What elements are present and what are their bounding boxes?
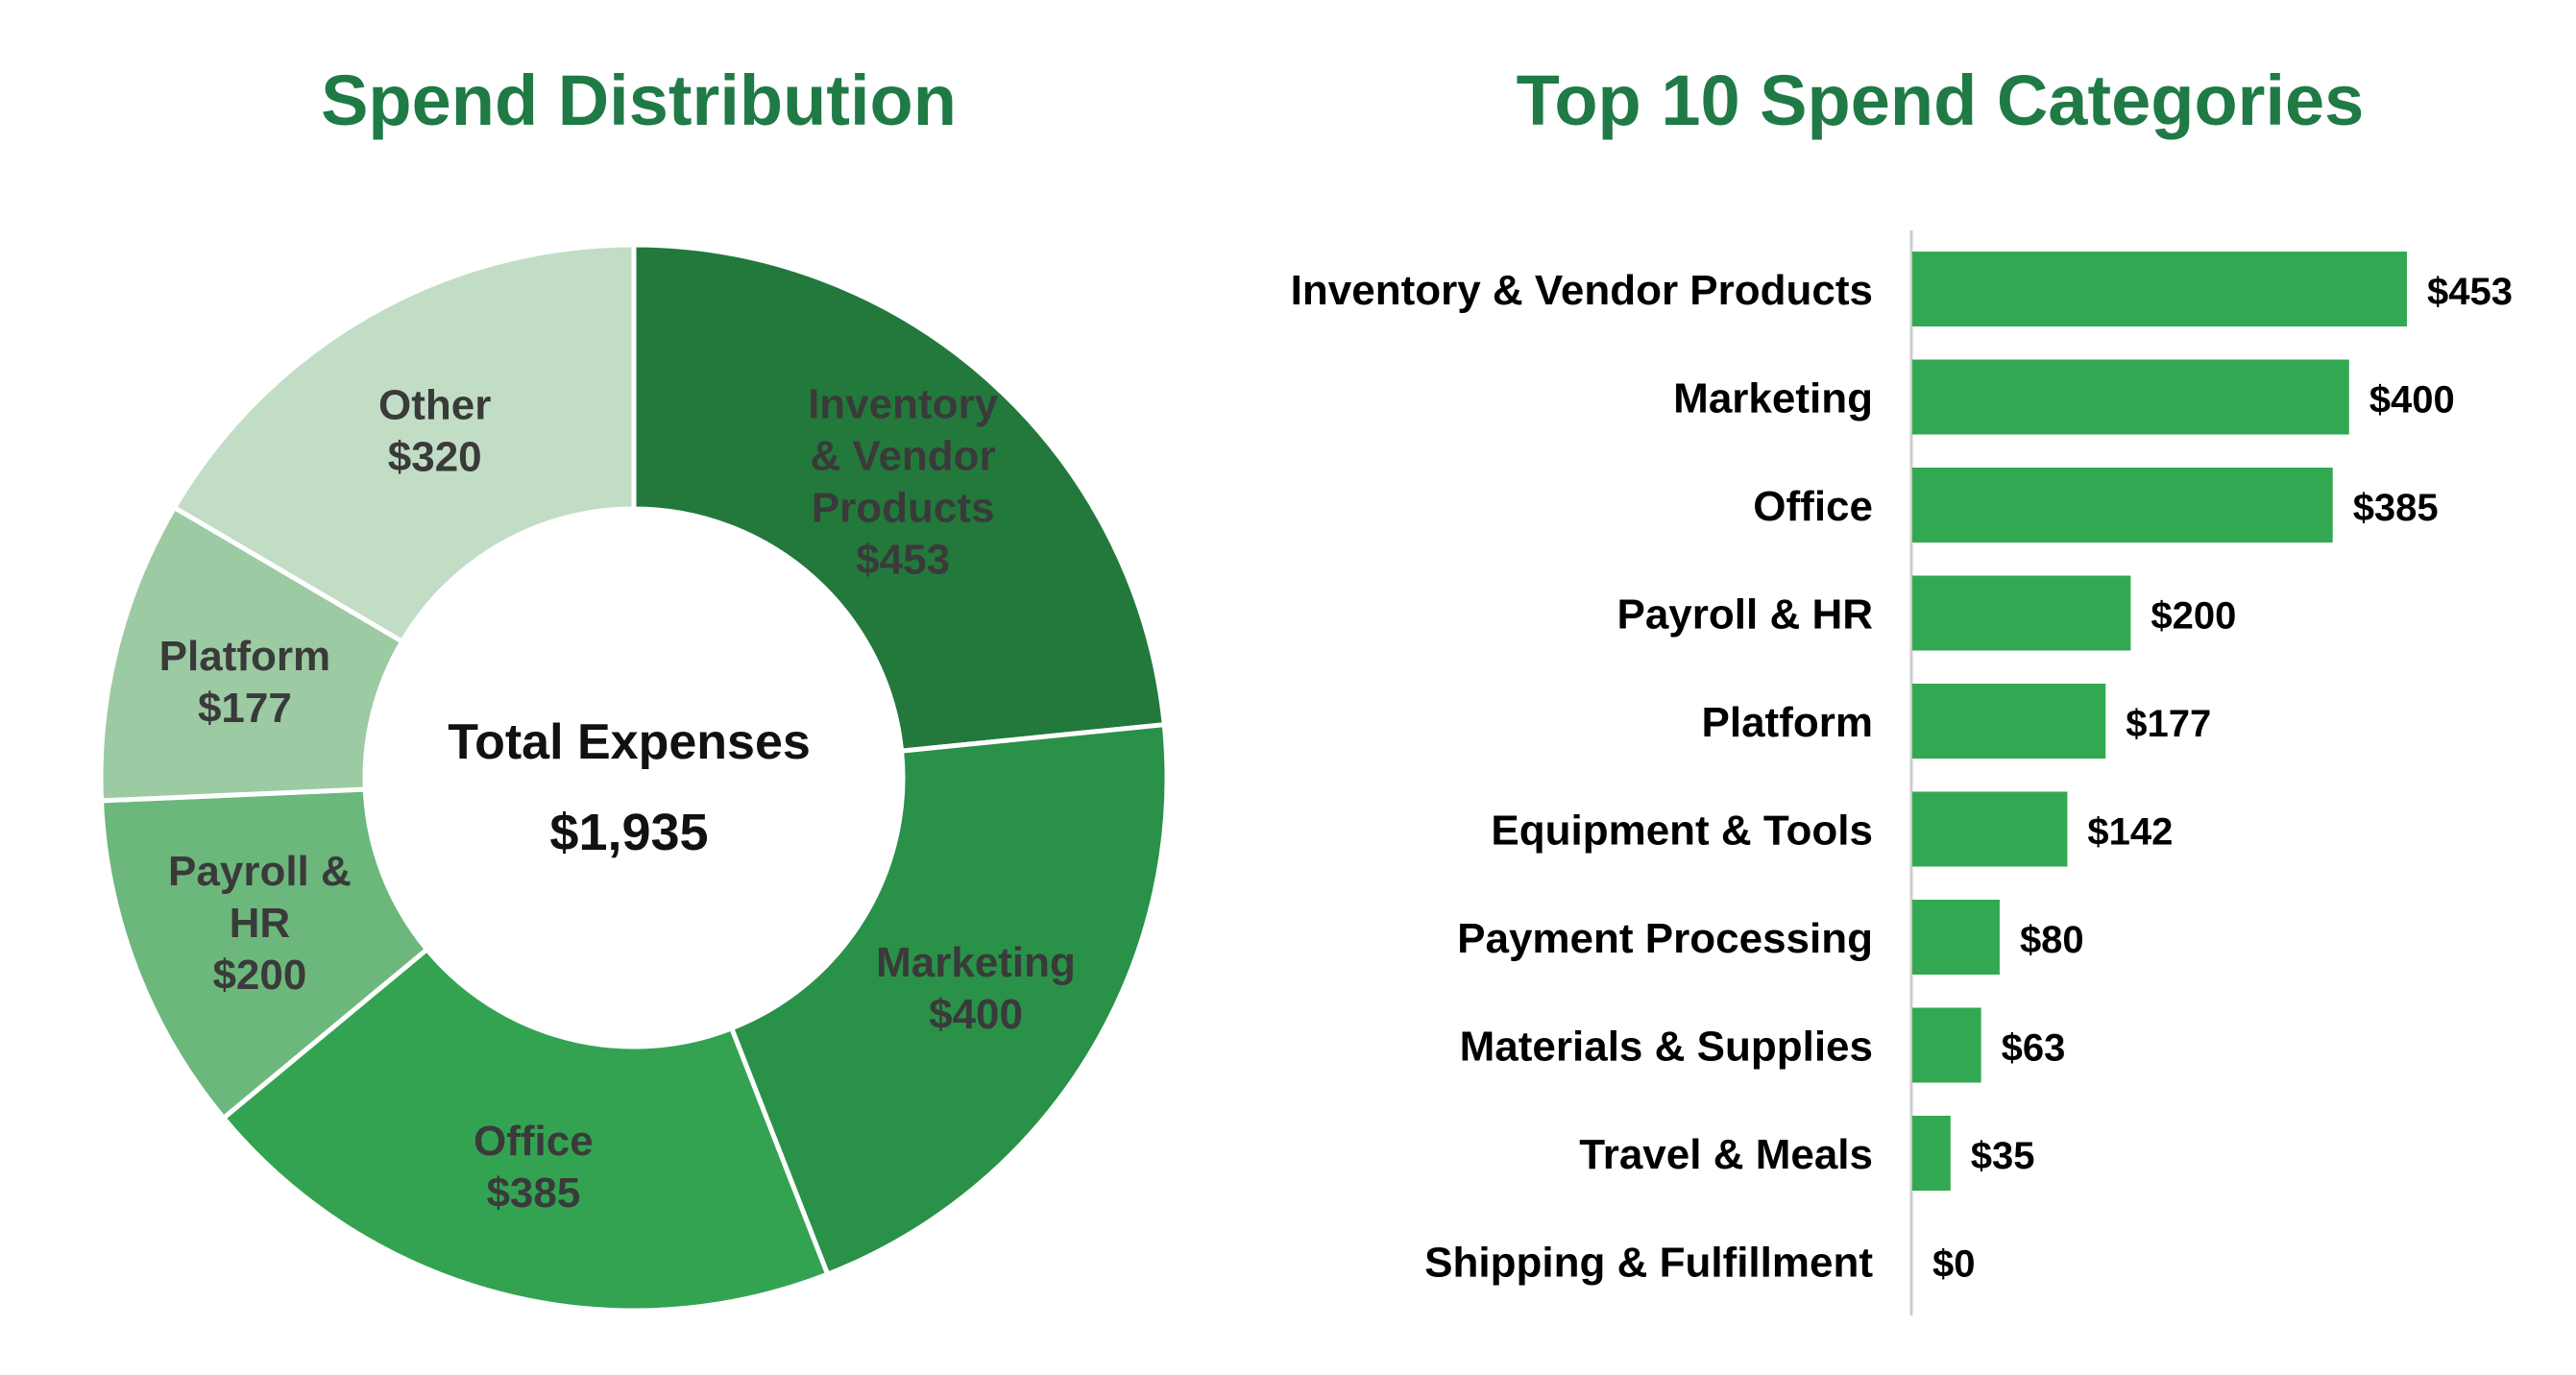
donut-slice	[728, 721, 1170, 1278]
donut-slice-label: HR	[230, 900, 291, 947]
donut-slice	[171, 242, 637, 645]
donut-center-label: Total Expenses	[448, 714, 811, 770]
donut-slice	[631, 242, 1167, 754]
donut-slice	[220, 946, 831, 1314]
bar-chart-title: Top 10 Spend Categories	[1516, 60, 2365, 140]
donut-slice-value: $453	[856, 536, 950, 583]
donut-slice-label: & Vendor	[811, 432, 996, 479]
donut-slice-label: Office	[474, 1118, 594, 1165]
donut-slice-value: $400	[929, 991, 1023, 1038]
donut-slice-value: $177	[198, 685, 292, 732]
donut-slice	[98, 786, 431, 1122]
donut-chart-title: Spend Distribution	[321, 60, 957, 140]
donut-center-value: $1,935	[549, 804, 708, 861]
donut-slice-label: Payroll &	[168, 848, 352, 895]
donut-slice-value: $320	[388, 434, 482, 481]
donut-slice	[98, 504, 406, 804]
donut-slice-label: Marketing	[876, 939, 1076, 986]
donut-slice-label: Other	[378, 382, 491, 429]
donut-slice-value: $200	[212, 952, 306, 999]
donut-slice-label: Platform	[159, 633, 330, 680]
donut-slice-label: Inventory	[808, 380, 999, 427]
donut-slice-value: $385	[486, 1170, 580, 1217]
donut-slice-label: Products	[812, 484, 995, 531]
